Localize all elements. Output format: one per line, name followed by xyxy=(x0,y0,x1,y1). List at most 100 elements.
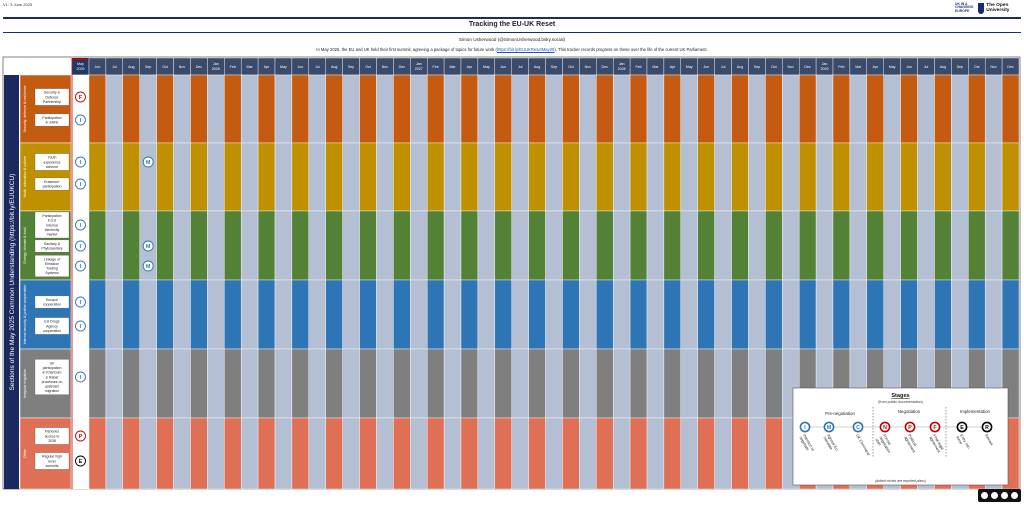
legend-stage-inner xyxy=(931,423,939,431)
grid-cell xyxy=(951,74,969,144)
grid-cell xyxy=(376,210,394,281)
section-band xyxy=(19,74,72,144)
grid-cell xyxy=(511,210,529,281)
grid-cell xyxy=(579,279,597,350)
grid-cell xyxy=(731,74,749,144)
grid-cell xyxy=(156,279,174,350)
month-label: Aug xyxy=(940,65,946,69)
grid-cell xyxy=(173,74,191,144)
grid-cell xyxy=(426,210,445,281)
grid-cell xyxy=(511,279,529,350)
stage-marker-code: M xyxy=(146,244,150,250)
grid-cell xyxy=(443,142,462,212)
topic-label: in SAFE xyxy=(46,121,60,125)
topic-label-box xyxy=(34,255,70,277)
grid-cell xyxy=(291,210,310,281)
month-year-label: 2029 xyxy=(821,67,829,71)
grid-cell xyxy=(612,279,631,350)
grid-cell xyxy=(697,348,715,419)
grid-cell xyxy=(359,74,377,144)
month-label: Oct xyxy=(568,65,574,69)
section-name: Internal security & justice cooperation xyxy=(23,285,27,345)
stage-marker xyxy=(142,156,154,168)
grid-cell xyxy=(224,74,242,144)
section-band xyxy=(19,279,72,350)
legend-stage-inner xyxy=(825,423,833,431)
section-band xyxy=(19,142,72,212)
grid-cell xyxy=(139,279,157,350)
grid-cell xyxy=(240,210,259,281)
stage-marker xyxy=(75,455,86,467)
ukice-logo: UK IN A CHANGING EUROPE xyxy=(955,1,974,13)
grid-cell xyxy=(562,210,580,281)
grid-cell xyxy=(105,74,124,144)
grid-cell xyxy=(376,417,394,490)
grid-cell xyxy=(71,279,90,350)
ou-shield-icon xyxy=(977,2,985,14)
grid-cell xyxy=(579,74,597,144)
grid-cell xyxy=(460,348,479,419)
current-month-marker xyxy=(72,58,89,60)
stage-marker-code: I xyxy=(80,375,82,381)
grid-cell xyxy=(849,279,868,350)
month-label: Jan xyxy=(213,62,219,66)
axis-label-background xyxy=(4,75,19,489)
grid-cell xyxy=(443,74,462,144)
grid-cell xyxy=(190,279,208,350)
month-label: Dec xyxy=(196,65,203,69)
stage-marker-code: M xyxy=(146,160,150,166)
month-label: Feb xyxy=(838,65,844,69)
grid-cell xyxy=(190,417,208,490)
grid-cell xyxy=(308,417,326,490)
topic-label: Europol xyxy=(46,298,58,302)
grid-cell xyxy=(190,142,208,212)
grid-cell xyxy=(376,279,394,350)
grid-cell xyxy=(207,142,225,212)
grid-cell xyxy=(308,74,326,144)
page-title: Tracking the EU-UK Reset xyxy=(468,21,556,28)
stage-marker xyxy=(75,91,86,103)
grid-cell xyxy=(680,417,698,490)
cc-icon xyxy=(981,492,989,499)
legend-stage-inner xyxy=(881,423,889,431)
grid-cell xyxy=(308,279,326,350)
grid-cell xyxy=(224,142,242,212)
topic-label-box xyxy=(34,113,70,127)
month-label: Jun xyxy=(703,65,709,69)
topic-label: & Rabat xyxy=(46,375,59,379)
grid-cell xyxy=(173,348,191,419)
grid-cell xyxy=(765,279,783,350)
intro-pre: In May 2025, the EU and UK held their fi… xyxy=(316,47,497,52)
grid-cell xyxy=(393,210,411,281)
stage-marker xyxy=(75,219,86,231)
topic-label-box xyxy=(34,359,70,395)
grid-cell xyxy=(883,142,901,212)
grid-cell xyxy=(984,279,1003,350)
cc-license-badge[interactable] xyxy=(978,489,1021,502)
grid-cell xyxy=(257,348,276,419)
grid-cell xyxy=(765,74,783,144)
month-label: Oct xyxy=(365,65,371,69)
month-label: Nov xyxy=(788,65,795,69)
grid-cell xyxy=(545,417,563,490)
topic-label-box xyxy=(34,211,70,239)
grid-cell xyxy=(342,74,360,144)
grid-cell xyxy=(460,417,479,490)
grid-cell xyxy=(71,74,90,144)
grid-cell xyxy=(240,279,259,350)
grid-cell xyxy=(731,210,749,281)
grid-cell xyxy=(900,279,918,350)
intro-link[interactable]: https://bit.ly/EUUKResetMay25 xyxy=(496,47,555,52)
legend-stage-label: Entry into xyxy=(959,434,970,450)
legend-note: (dotted circles are reported plans) xyxy=(875,479,926,483)
topic-label: cooperation xyxy=(43,329,61,333)
grid-cell xyxy=(714,279,732,350)
grid-cell xyxy=(612,348,631,419)
grid-cell xyxy=(748,142,766,212)
intro-text: In May 2025, the EU and UK held their fi… xyxy=(0,47,1024,52)
grid-cell xyxy=(443,279,462,350)
grid-cell xyxy=(782,74,800,144)
grid-cell xyxy=(274,210,293,281)
topic-label: UK xyxy=(50,362,56,366)
title-rule xyxy=(3,32,1021,33)
